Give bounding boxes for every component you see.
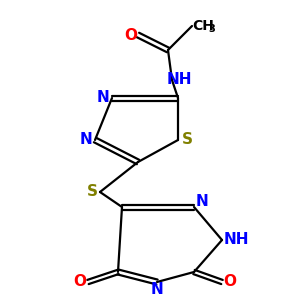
Text: O: O bbox=[224, 274, 236, 290]
Text: NH: NH bbox=[166, 73, 192, 88]
Text: N: N bbox=[196, 194, 208, 209]
Text: O: O bbox=[124, 28, 137, 43]
Text: 3: 3 bbox=[208, 24, 215, 34]
Text: O: O bbox=[74, 274, 86, 290]
Text: S: S bbox=[86, 184, 98, 200]
Text: N: N bbox=[80, 133, 92, 148]
Text: CH: CH bbox=[192, 19, 214, 33]
Text: NH: NH bbox=[223, 232, 249, 247]
Text: N: N bbox=[97, 91, 110, 106]
Text: S: S bbox=[182, 133, 193, 148]
Text: N: N bbox=[151, 283, 164, 298]
